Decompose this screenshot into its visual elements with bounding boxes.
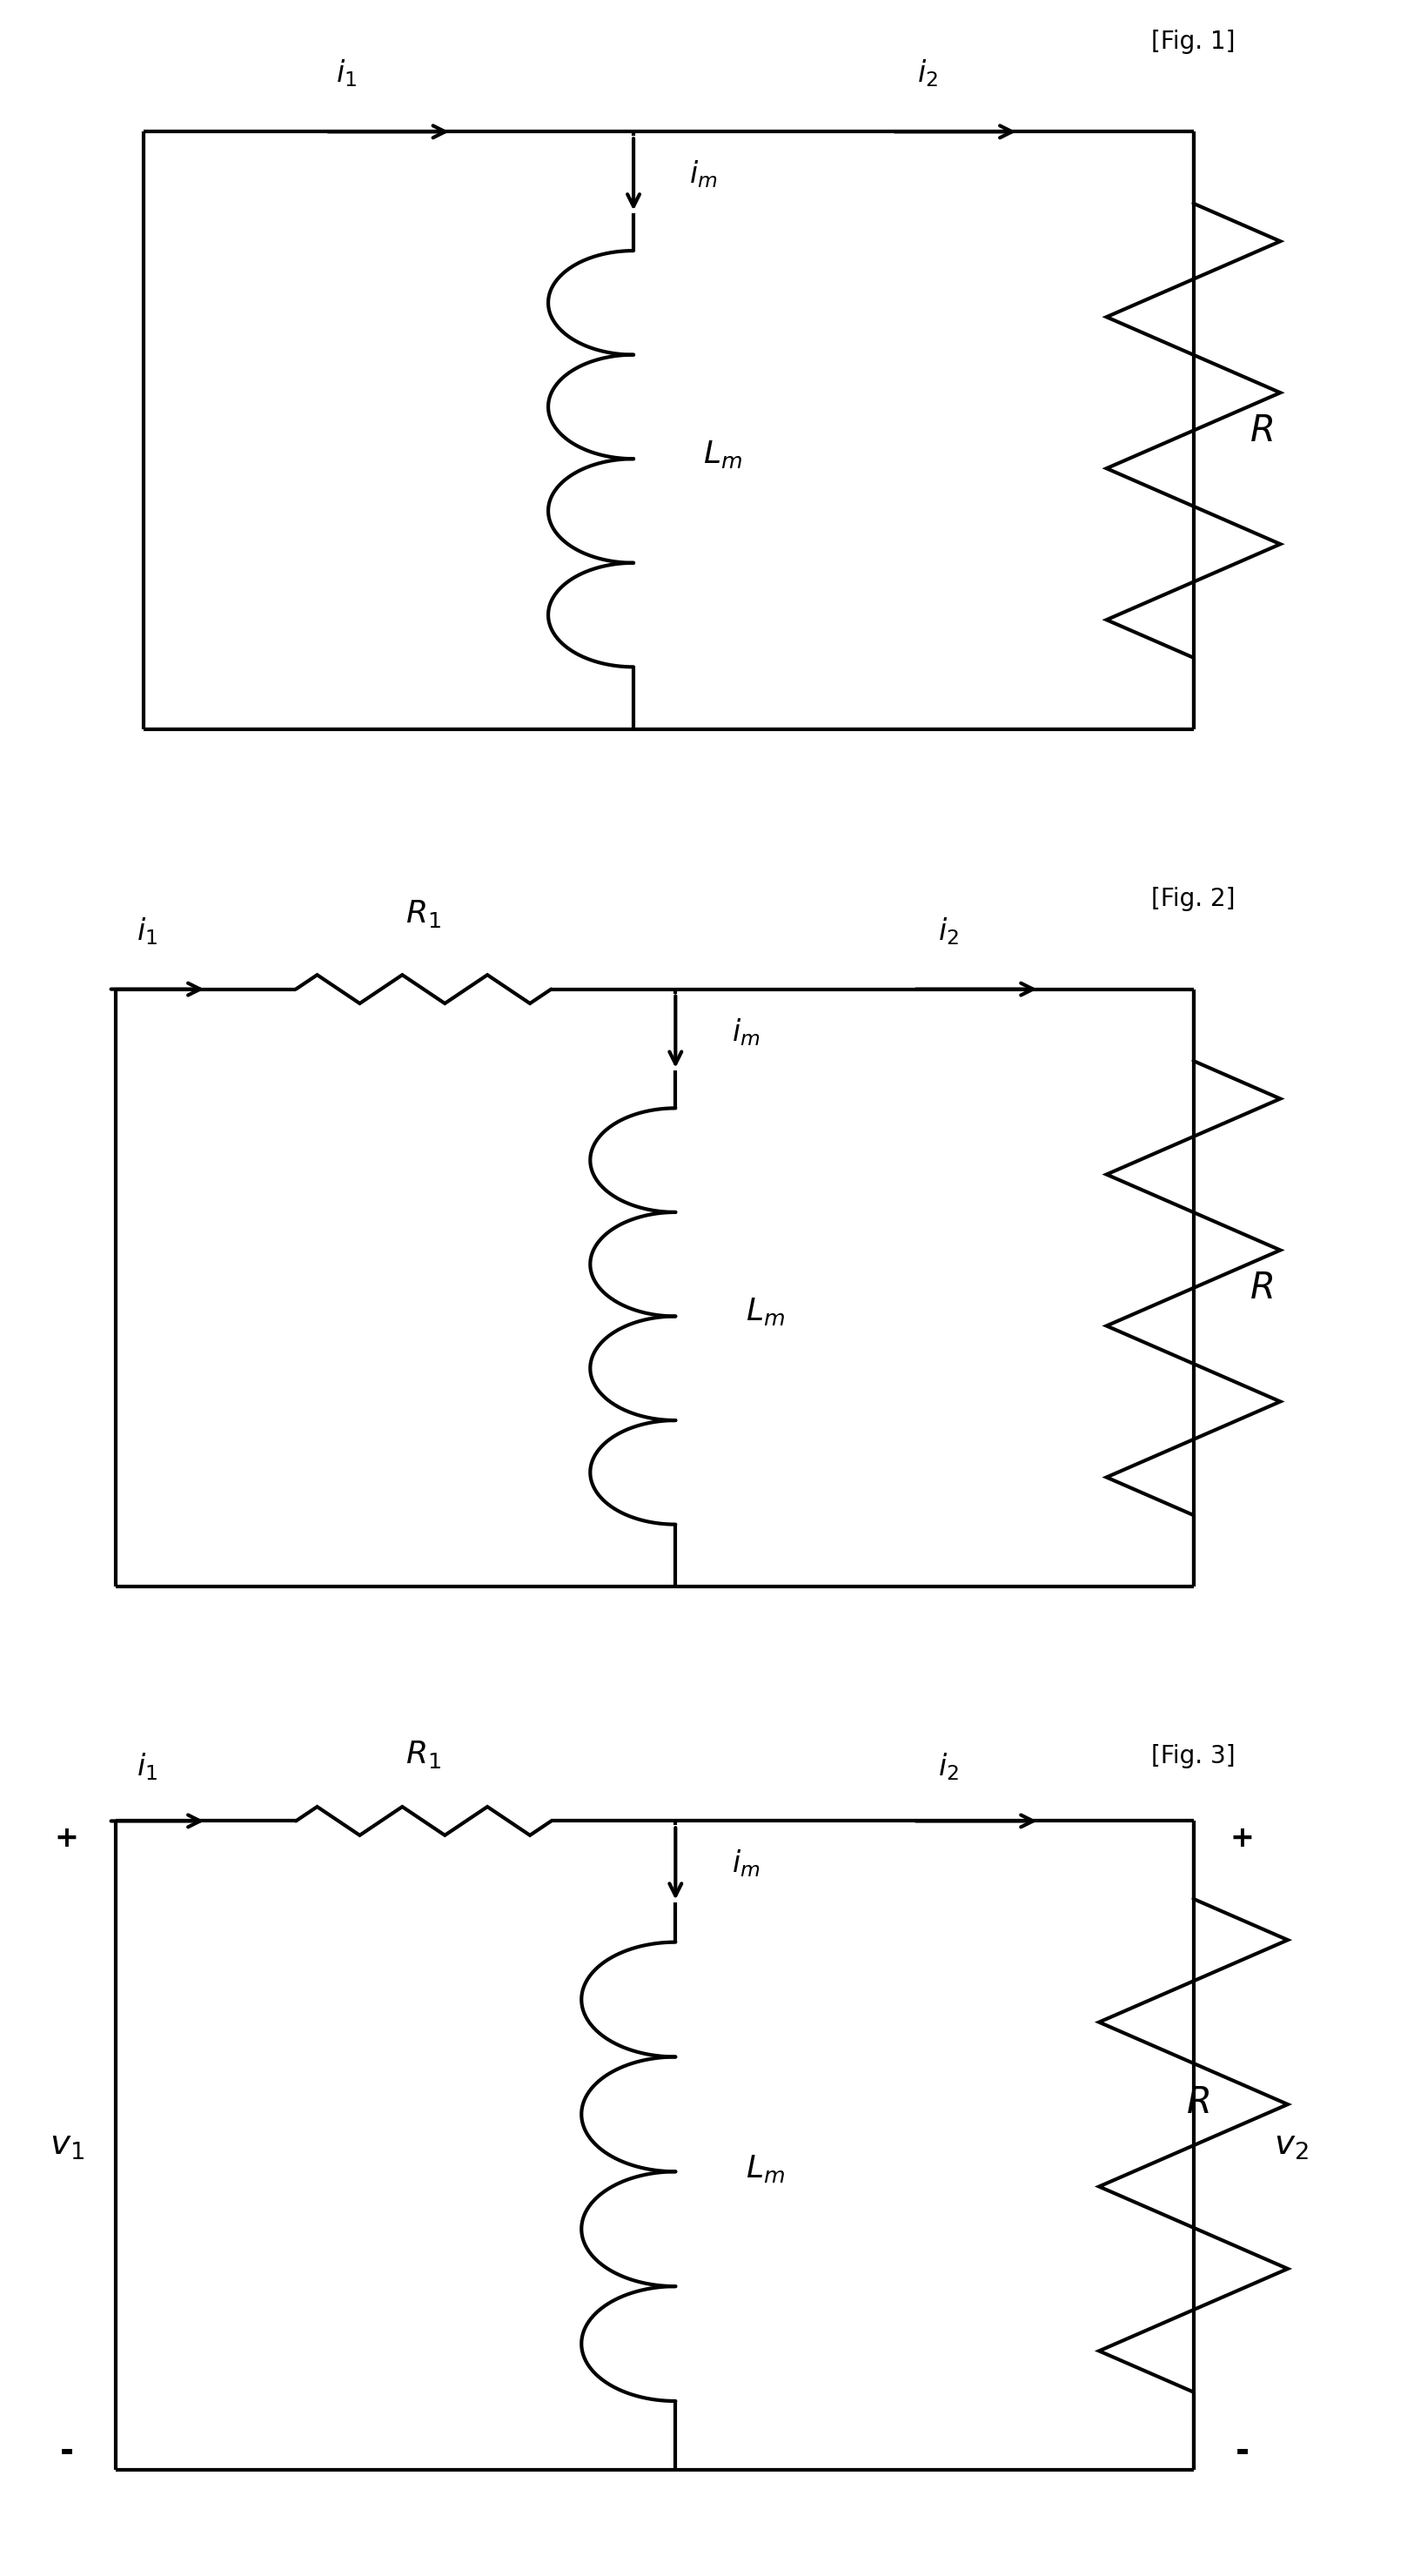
Text: $L_m$: $L_m$ [746, 1296, 785, 1327]
Text: [Fig. 1]: [Fig. 1] [1151, 28, 1235, 54]
Text: $i_2$: $i_2$ [938, 914, 958, 945]
Text: $v_2$: $v_2$ [1275, 2128, 1309, 2161]
Text: $i_2$: $i_2$ [938, 1752, 958, 1783]
Text: $i_m$: $i_m$ [689, 160, 718, 191]
Text: $R$: $R$ [1249, 412, 1273, 448]
Text: [Fig. 3]: [Fig. 3] [1151, 1744, 1235, 1770]
Text: $i_m$: $i_m$ [732, 1018, 760, 1048]
Text: $i_m$: $i_m$ [732, 1847, 760, 1880]
Text: $R_1$: $R_1$ [405, 899, 442, 930]
Text: $i_1$: $i_1$ [136, 914, 158, 945]
Text: +: + [55, 1824, 79, 1852]
Text: $L_m$: $L_m$ [746, 2154, 785, 2184]
Text: [Fig. 2]: [Fig. 2] [1151, 886, 1235, 912]
Text: $i_1$: $i_1$ [336, 57, 357, 90]
Text: $R_1$: $R_1$ [405, 1739, 442, 1770]
Text: $v_1$: $v_1$ [49, 2128, 84, 2161]
Text: $i_1$: $i_1$ [136, 1752, 158, 1783]
Text: $R$: $R$ [1186, 2084, 1210, 2120]
Text: -: - [1235, 2437, 1249, 2470]
Text: +: + [1230, 1824, 1255, 1852]
Text: -: - [59, 2437, 73, 2470]
Text: $i_2$: $i_2$ [917, 57, 938, 90]
Text: $L_m$: $L_m$ [704, 438, 743, 469]
Text: $R$: $R$ [1249, 1270, 1273, 1306]
